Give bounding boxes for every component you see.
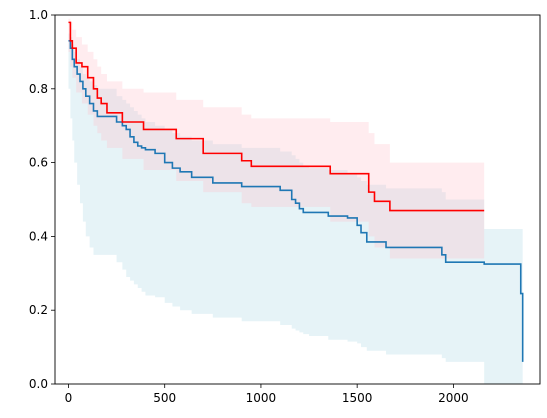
- y-tick-label: 0.8: [29, 82, 48, 96]
- confidence-bands: [68, 18, 523, 384]
- x-axis-ticks: 0 500 1000 1500 2000: [65, 384, 469, 405]
- y-axis-ticks: 0.0 0.2 0.4 0.6 0.8 1.0: [29, 8, 55, 391]
- survival-line-1: [68, 21, 485, 212]
- x-tick-label: 1500: [342, 391, 373, 405]
- x-tick-label: 0: [65, 391, 73, 405]
- confidence-band-0: [68, 33, 523, 384]
- y-tick-label: 0.6: [29, 156, 48, 170]
- y-tick-label: 0.4: [29, 229, 48, 243]
- x-tick-label: 500: [153, 391, 176, 405]
- y-tick-label: 0.0: [29, 377, 48, 391]
- axes-frame: [54, 14, 541, 385]
- x-tick-label: 1000: [246, 391, 277, 405]
- survival-lines: [68, 21, 524, 362]
- survival-line-0: [68, 40, 524, 362]
- x-tick-label: 2000: [438, 391, 469, 405]
- y-tick-label: 1.0: [29, 8, 48, 22]
- confidence-band-1: [68, 18, 485, 259]
- y-tick-label: 0.2: [29, 303, 48, 317]
